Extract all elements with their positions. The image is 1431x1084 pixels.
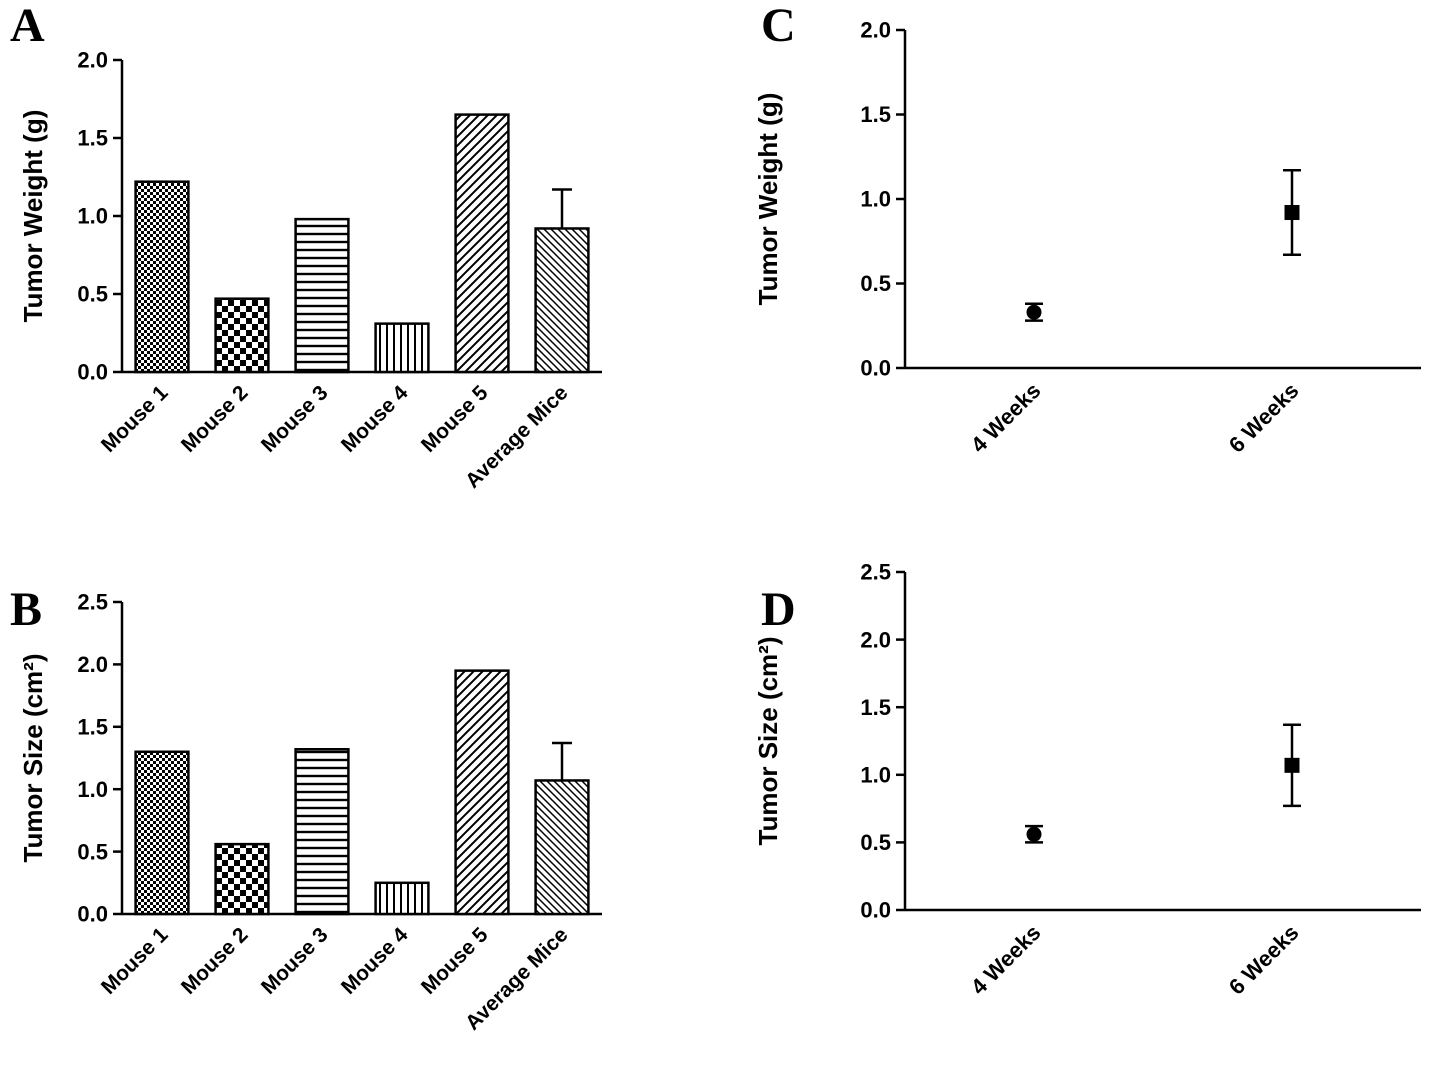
svg-text:Tumor Weight (g): Tumor Weight (g)	[753, 93, 783, 306]
svg-text:0.0: 0.0	[860, 898, 891, 923]
panel-label-a: A	[10, 0, 45, 52]
svg-text:Mouse 1: Mouse 1	[97, 381, 173, 457]
svg-text:Mouse 1: Mouse 1	[97, 923, 173, 999]
svg-text:0.5: 0.5	[77, 282, 108, 307]
svg-text:0.5: 0.5	[860, 830, 891, 855]
svg-text:0.0: 0.0	[77, 902, 108, 927]
svg-text:Mouse 5: Mouse 5	[417, 381, 493, 457]
svg-text:1.5: 1.5	[860, 695, 891, 720]
svg-text:1.5: 1.5	[77, 715, 108, 740]
panel-tumor-size-bars: B 0.0 0.5 1.0 1.5 2.0 2.5 Tumor Size (cm²) Mous…	[0, 542, 715, 1084]
scatter-chart-tumor-size: 0.0 0.5 1.0 1.5 2.0 2.5 Tumor Size (cm²) 4 Week…	[753, 560, 1421, 1000]
svg-text:4 Weeks: 4 Weeks	[966, 920, 1046, 1000]
panel-tumor-weight-timepoints: C 0.0 0.5 1.0 1.5 2.0 Tumor Weight (g) 4 Weeks…	[715, 0, 1431, 542]
panel-label-c: C	[761, 0, 796, 52]
svg-text:0.0: 0.0	[860, 356, 891, 381]
svg-text:Mouse 4: Mouse 4	[337, 923, 413, 999]
panel-label-b: B	[10, 583, 43, 636]
svg-text:Mouse 2: Mouse 2	[177, 381, 253, 457]
svg-text:Mouse 3: Mouse 3	[257, 923, 333, 999]
svg-text:0.5: 0.5	[860, 271, 891, 296]
svg-text:2.5: 2.5	[860, 560, 891, 585]
svg-text:6 Weeks: 6 Weeks	[1224, 920, 1304, 1000]
svg-text:2.5: 2.5	[77, 590, 108, 615]
svg-text:Mouse 2: Mouse 2	[177, 923, 253, 999]
svg-text:1.0: 1.0	[77, 777, 108, 802]
svg-text:1.5: 1.5	[77, 126, 108, 151]
scatter-chart-tumor-weight: 0.0 0.5 1.0 1.5 2.0 Tumor Weight (g) 4 Weeks 6 …	[753, 18, 1421, 458]
svg-text:2.0: 2.0	[77, 652, 108, 677]
panel-tumor-weight-bars: A 0.0 0.5 1.0 1.5 2.0 Tumor Weight (g) Mouse 1…	[0, 0, 715, 542]
svg-text:1.0: 1.0	[860, 763, 891, 788]
svg-text:6 Weeks: 6 Weeks	[1224, 378, 1304, 458]
svg-text:2.0: 2.0	[77, 48, 108, 73]
svg-text:Tumor Size (cm²): Tumor Size (cm²)	[18, 654, 48, 863]
svg-text:Mouse 4: Mouse 4	[337, 381, 413, 457]
svg-text:Tumor Size (cm²): Tumor Size (cm²)	[753, 637, 783, 846]
svg-text:Mouse 5: Mouse 5	[417, 923, 493, 999]
bar-chart-tumor-size: 0.0 0.5 1.0 1.5 2.0 2.5 Tumor Size (cm²) Mouse …	[18, 590, 602, 1035]
svg-text:4 Weeks: 4 Weeks	[966, 378, 1046, 458]
svg-text:0.0: 0.0	[77, 360, 108, 385]
svg-text:2.0: 2.0	[860, 18, 891, 43]
svg-text:Mouse 3: Mouse 3	[257, 381, 333, 457]
svg-text:Tumor Weight (g): Tumor Weight (g)	[18, 110, 48, 323]
panel-tumor-size-timepoints: D 0.0 0.5 1.0 1.5 2.0 2.5 Tumor Size (cm²) 4 We…	[715, 542, 1431, 1084]
svg-text:1.0: 1.0	[77, 204, 108, 229]
svg-text:0.5: 0.5	[77, 839, 108, 864]
panel-label-d: D	[761, 583, 796, 636]
svg-text:2.0: 2.0	[860, 627, 891, 652]
svg-text:1.5: 1.5	[860, 102, 891, 127]
svg-text:1.0: 1.0	[860, 187, 891, 212]
